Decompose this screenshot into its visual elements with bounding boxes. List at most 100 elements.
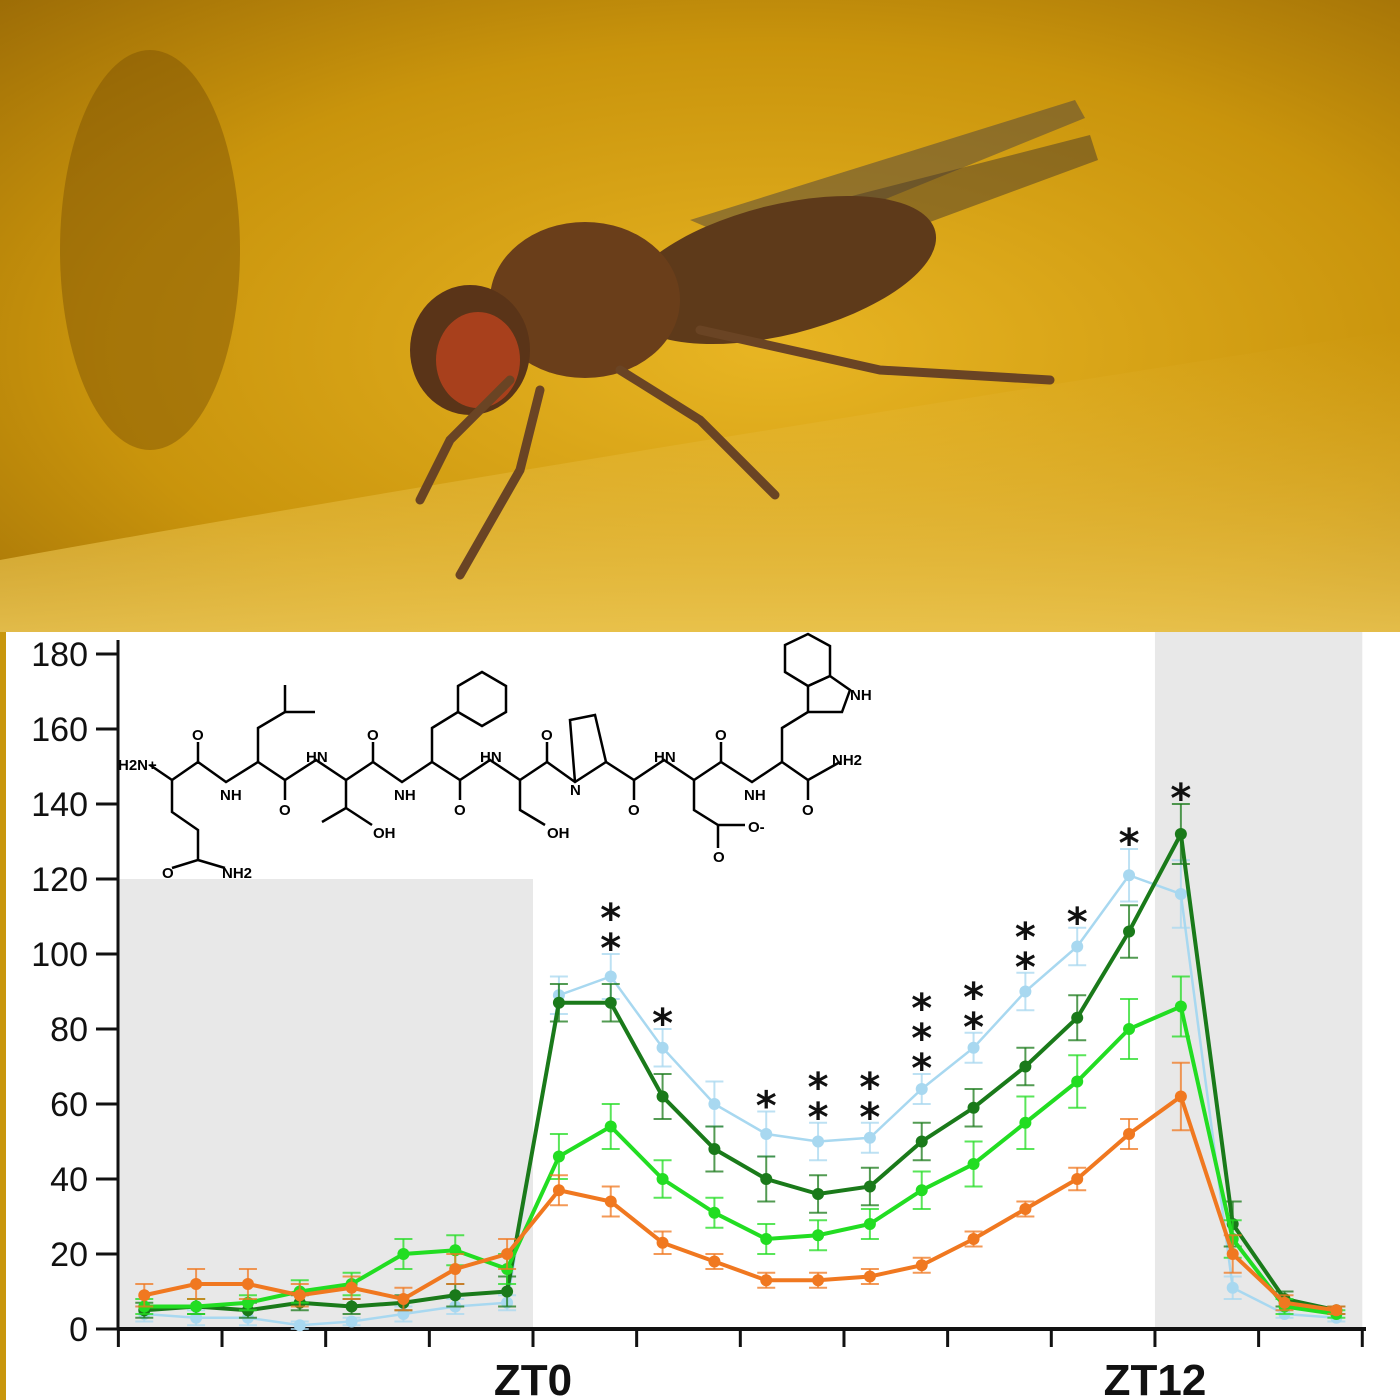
data-point [604,996,617,1009]
data-point [656,1090,669,1103]
data-point [915,1135,928,1148]
data-point [345,1315,358,1328]
data-point [967,1158,980,1170]
data-point [1123,1023,1136,1035]
data-point [915,1184,928,1197]
data-point [708,1143,721,1155]
data-point [1174,1090,1187,1103]
data-point [967,1101,980,1114]
significance-stars: * [1119,821,1140,867]
data-point [1019,1060,1032,1073]
data-point [138,1289,151,1302]
atom-label: OH [547,825,570,842]
series-3 [135,1061,1346,1317]
data-point [863,1180,876,1193]
data-point [1174,888,1187,900]
data-point [915,1259,928,1272]
data-point [397,1248,410,1260]
atom-label: NH [394,787,416,804]
data-point [1174,828,1187,840]
data-point [449,1263,462,1275]
data-point [1071,940,1084,953]
data-point [501,1285,514,1298]
y-tick-label: 100 [31,936,88,974]
atom-label: HN [480,749,502,766]
data-point [1123,925,1136,938]
data-point [552,1184,565,1197]
atom-label: N [570,782,581,799]
data-point [1019,1203,1032,1215]
series-line [143,1093,1337,1313]
data-point [397,1293,410,1305]
y-tick-label: 140 [31,786,88,824]
dark-period-shading [118,879,534,1329]
atom-label: HN [654,749,676,766]
y-tick-label: 120 [31,861,88,899]
significance-stars: * [1067,900,1088,946]
significance-stars: * [1170,776,1191,822]
atom-label: NH [744,787,766,804]
data-point [1071,1173,1084,1185]
data-point [967,1233,980,1245]
data-point [656,1041,669,1054]
data-point [708,1255,721,1268]
data-point [812,1135,825,1148]
fruit-fly-photo [0,0,1400,632]
series-line [144,873,1337,1327]
data-point [967,1041,980,1054]
peptide-structure [149,632,852,870]
data-point [760,1128,773,1140]
atom-label: O [454,802,466,819]
atom-label: NH [850,687,872,704]
y-tick-label: 20 [50,1236,88,1274]
atom-label: O [162,865,174,882]
atom-label: O [541,727,553,744]
data-point [1278,1296,1291,1309]
data-point [190,1300,203,1313]
fly-figure [410,100,1098,580]
y-tick-label: 40 [50,1161,88,1199]
series-line [144,1003,1337,1316]
data-point [1174,1000,1187,1013]
data-point [915,1083,928,1095]
data-point [656,1236,669,1249]
data-point [863,1218,876,1230]
data-point [345,1300,358,1313]
atom-label: O [802,802,814,819]
series-line [144,827,1337,1313]
x-tick-label: ZT0 [494,1356,572,1400]
data-point [501,1248,514,1260]
atom-label: HN [306,749,328,766]
atom-label: O- [748,819,765,836]
data-point [812,1229,825,1242]
activity-chart: H2N+ O NH O HN O NH O HN O N O HN O NH NH2 O OH OH O- O O NH2 N… [0,632,1400,1400]
atom-label: O [192,727,204,744]
significance-stars: * * [963,975,984,1051]
data-point [604,1120,617,1133]
data-point [1226,1281,1239,1294]
data-point [190,1278,203,1290]
atom-label: O [713,849,725,866]
data-point [708,1098,721,1110]
significance-stars: * * * [911,986,932,1092]
atom-label: O [279,802,291,819]
data-point [1071,1075,1084,1088]
y-tick-label: 180 [31,636,88,674]
data-point [241,1278,254,1290]
atom-label: NH [220,787,242,804]
data-point [449,1289,462,1302]
y-tick-label: 160 [31,711,88,749]
data-point [863,1270,876,1283]
data-point [552,996,565,1009]
data-point [760,1173,773,1185]
significance-stars: * [756,1084,777,1130]
data-point [1019,1116,1032,1129]
atom-label: NH2 [832,752,862,769]
data-point [812,1188,825,1200]
significance-stars: * * [600,896,621,972]
data-point [293,1289,306,1302]
y-tick-label: 0 [69,1311,88,1349]
data-point [656,1173,669,1185]
data-point [552,1150,565,1163]
x-tick-label: ZT12 [1104,1356,1207,1400]
